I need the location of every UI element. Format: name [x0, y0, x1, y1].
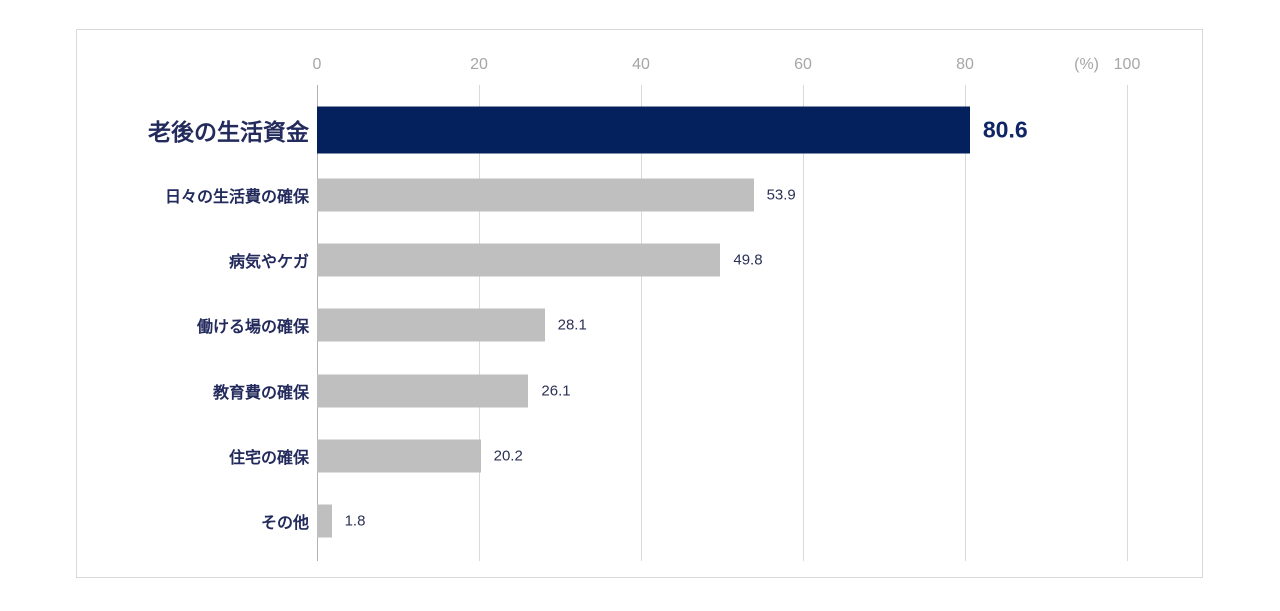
bar-row: 働ける場の確保 28.1 [77, 293, 1202, 358]
bar-row: 住宅の確保 20.2 [77, 423, 1202, 488]
x-axis-tick-label: 80 [956, 56, 974, 73]
gridline [641, 85, 642, 561]
category-label: 日々の生活費の確保 [164, 188, 309, 206]
gridline [1127, 85, 1128, 561]
bar [317, 178, 754, 212]
bar-row: 老後の生活資金 80.6 [77, 97, 1202, 162]
bar [317, 439, 481, 473]
category-label: 教育費の確保 [212, 384, 309, 402]
x-axis-tick-label: 20 [470, 56, 488, 73]
chart-frame: 0 20 40 60 80 100 (%) 老後の生活資金 80.6 日々の生活費の確保 53.9 病… [76, 29, 1203, 578]
category-label: 老後の生活資金 [148, 118, 309, 145]
value-label: 26.1 [541, 382, 571, 400]
category-label: 病気やケガ [228, 254, 309, 272]
x-axis-tick-label: 0 [312, 56, 322, 73]
value-label: 53.9 [766, 186, 796, 204]
x-axis-unit-label: (%) [1074, 56, 1099, 73]
bar [317, 243, 721, 277]
bar-row: その他 1.8 [77, 489, 1202, 554]
gridline [965, 85, 966, 561]
x-axis-tick-label: 40 [632, 56, 650, 73]
category-label: その他 [260, 515, 309, 533]
category-label: 働ける場の確保 [196, 319, 309, 337]
value-label: 28.1 [557, 316, 587, 334]
bar [317, 106, 970, 154]
x-axis-tick-label: 60 [794, 56, 812, 73]
bar [317, 308, 545, 342]
bar [317, 374, 529, 408]
category-label: 住宅の確保 [228, 450, 309, 468]
value-label: 49.8 [733, 251, 763, 269]
value-label: 1.8 [344, 512, 366, 530]
x-axis-tick-label: 100 [1113, 56, 1141, 73]
value-label: 80.6 [982, 116, 1028, 143]
bar-row: 教育費の確保 26.1 [77, 358, 1202, 423]
value-label: 20.2 [493, 447, 523, 465]
bar-row: 日々の生活費の確保 53.9 [77, 162, 1202, 227]
bar-row: 病気やケガ 49.8 [77, 228, 1202, 293]
bar [317, 504, 332, 538]
gridline [803, 85, 804, 561]
